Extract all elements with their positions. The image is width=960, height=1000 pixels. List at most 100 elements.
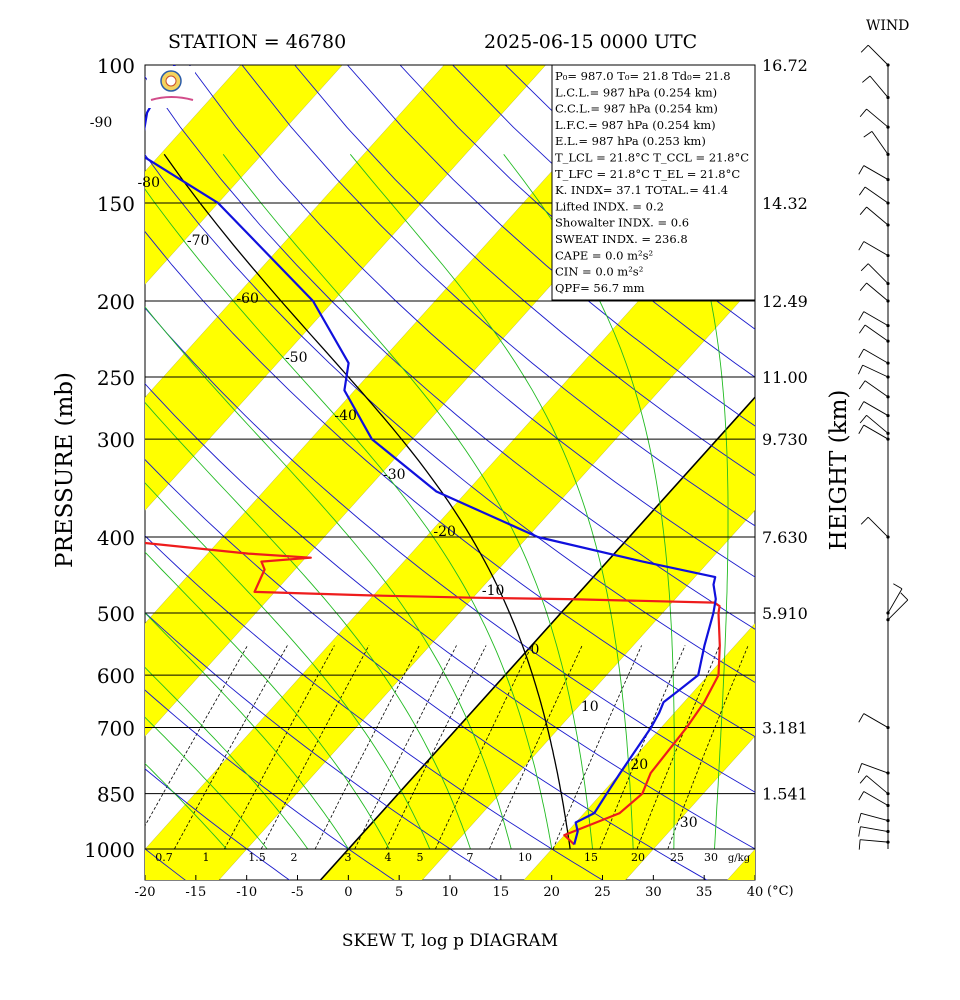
isotherm-label: -40 bbox=[334, 408, 357, 424]
temperature-line bbox=[145, 541, 721, 846]
height-tick-label: 11.00 bbox=[762, 368, 808, 387]
indices-box: P₀= 987.0 T₀= 21.8 Td₀= 21.8 L.C.L.= 987 … bbox=[551, 64, 756, 301]
index-line: P₀= 987.0 T₀= 21.8 Td₀= 21.8 bbox=[555, 69, 731, 83]
isotherm-label: -90 bbox=[90, 115, 113, 131]
isotherm-label: 20 bbox=[630, 757, 648, 773]
x-tick-label: -20 bbox=[135, 885, 156, 900]
diagram-title: SKEW T, log p DIAGRAM bbox=[342, 931, 558, 951]
wind-barb bbox=[869, 75, 889, 98]
x-tick-label: 5 bbox=[395, 885, 403, 900]
isotherm-label: -30 bbox=[383, 467, 406, 483]
moist-adiabat bbox=[145, 612, 349, 850]
pressure-axis-title: PRESSURE (mb) bbox=[52, 372, 78, 568]
mixing-ratio-line bbox=[354, 645, 457, 850]
wind-barb bbox=[863, 791, 889, 806]
mixing-ratio-label: 20 bbox=[631, 851, 645, 864]
dry-adiabat bbox=[927, 65, 960, 882]
wind-barb-flag bbox=[858, 791, 865, 801]
moist-adiabat bbox=[349, 154, 634, 850]
isotherm-label: -80 bbox=[137, 175, 160, 191]
x-tick-label: 25 bbox=[594, 885, 611, 900]
wind-barb bbox=[866, 282, 889, 302]
moist-adiabat bbox=[663, 154, 729, 850]
wind-label: WIND bbox=[866, 18, 909, 34]
wind-barb bbox=[864, 380, 889, 398]
isotherm-line bbox=[422, 510, 755, 880]
wind-barb-flag bbox=[859, 282, 867, 291]
sounding-series bbox=[145, 65, 721, 850]
moist-adiabat bbox=[145, 482, 431, 850]
wind-barb-flag bbox=[857, 364, 864, 375]
temperature-unit-label: (°C) bbox=[767, 884, 794, 899]
pressure-tick-label: 850 bbox=[97, 783, 135, 807]
wind-barb-flag bbox=[893, 583, 903, 590]
wind-barb-flag bbox=[860, 44, 869, 53]
moist-adiabat bbox=[145, 306, 512, 850]
moist-adiabat bbox=[145, 551, 390, 850]
isotherm-band bbox=[0, 0, 92, 911]
wind-barb-flag bbox=[858, 186, 866, 196]
x-tick-label: 30 bbox=[645, 885, 662, 900]
wind-barb-flag bbox=[858, 826, 861, 837]
isotherm-band bbox=[727, 849, 755, 880]
axis-labels: 100150200250300400500600700850100016.721… bbox=[84, 54, 808, 900]
dry-adiabat bbox=[145, 689, 395, 880]
isotherm-label: -60 bbox=[236, 291, 259, 307]
x-tick-label: 35 bbox=[696, 885, 713, 900]
wind-barb-flag bbox=[863, 131, 873, 138]
wind-barb-flag bbox=[859, 415, 867, 424]
dry-adiabat bbox=[145, 76, 755, 630]
mixing-ratio-line bbox=[314, 645, 420, 850]
index-line: CAPE = 0.0 m²s² bbox=[555, 248, 653, 262]
wind-barb bbox=[867, 516, 889, 538]
isotherm-line bbox=[0, 0, 92, 911]
x-tick-label: 40 bbox=[747, 885, 764, 900]
mixing-ratio-line bbox=[489, 645, 583, 850]
isotherm-label: 10 bbox=[581, 699, 599, 715]
wind-barb bbox=[887, 588, 903, 614]
index-line: CIN = 0.0 m²s² bbox=[555, 265, 643, 279]
height-axis-title: HEIGHT (km) bbox=[826, 390, 852, 551]
wind-barb-flag bbox=[858, 241, 865, 251]
pressure-tick-label: 200 bbox=[97, 290, 135, 314]
moist-adiabat bbox=[145, 188, 553, 850]
wind-barb-flag bbox=[858, 424, 865, 434]
isotherm-line bbox=[145, 65, 648, 624]
wind-barb bbox=[863, 348, 889, 364]
wind-barb bbox=[887, 599, 909, 621]
wind-obs-point bbox=[886, 771, 890, 775]
pressure-tick-label: 700 bbox=[97, 717, 135, 741]
isotherm-label: -50 bbox=[285, 350, 308, 366]
wind-barb-flag bbox=[858, 713, 865, 723]
dry-adiabat bbox=[145, 768, 291, 880]
index-line: L.C.L.= 987 hPa (0.254 km) bbox=[555, 85, 717, 99]
x-tick-label: 10 bbox=[442, 885, 459, 900]
isotherm-band bbox=[145, 171, 755, 880]
x-tick-label: -10 bbox=[236, 885, 257, 900]
index-line: C.C.L.= 987 hPa (0.254 km) bbox=[555, 102, 718, 116]
wind-barb bbox=[863, 165, 889, 180]
index-line: L.F.C.= 987 hPa (0.254 km) bbox=[555, 118, 716, 132]
isotherm-line bbox=[145, 65, 547, 511]
wind-barb bbox=[863, 311, 889, 327]
wind-barb bbox=[867, 263, 889, 284]
pressure-tick-label: 400 bbox=[97, 526, 135, 550]
pressure-tick-label: 250 bbox=[97, 366, 135, 390]
datetime-title: 2025-06-15 0000 UTC bbox=[484, 31, 697, 53]
moist-adiabats bbox=[145, 154, 729, 850]
wind-barb-flag bbox=[859, 775, 867, 784]
wind-barb-flag bbox=[858, 380, 866, 390]
index-line: E.L.= 987 hPa (0.253 km) bbox=[555, 134, 706, 148]
wind-barb-flag bbox=[859, 206, 867, 215]
wind-barb bbox=[871, 131, 889, 155]
station-title: STATION = 46780 bbox=[168, 31, 346, 53]
parcel-path bbox=[163, 153, 571, 850]
x-tick-label: -15 bbox=[185, 885, 206, 900]
index-line: T_LCL = 21.8°C T_CCL = 21.8°C bbox=[555, 151, 749, 165]
wind-barb-flag bbox=[859, 108, 867, 118]
moist-adiabat bbox=[503, 154, 675, 850]
wind-barb bbox=[860, 826, 889, 832]
wind-barb bbox=[861, 763, 889, 774]
dry-adiabat bbox=[189, 65, 755, 578]
